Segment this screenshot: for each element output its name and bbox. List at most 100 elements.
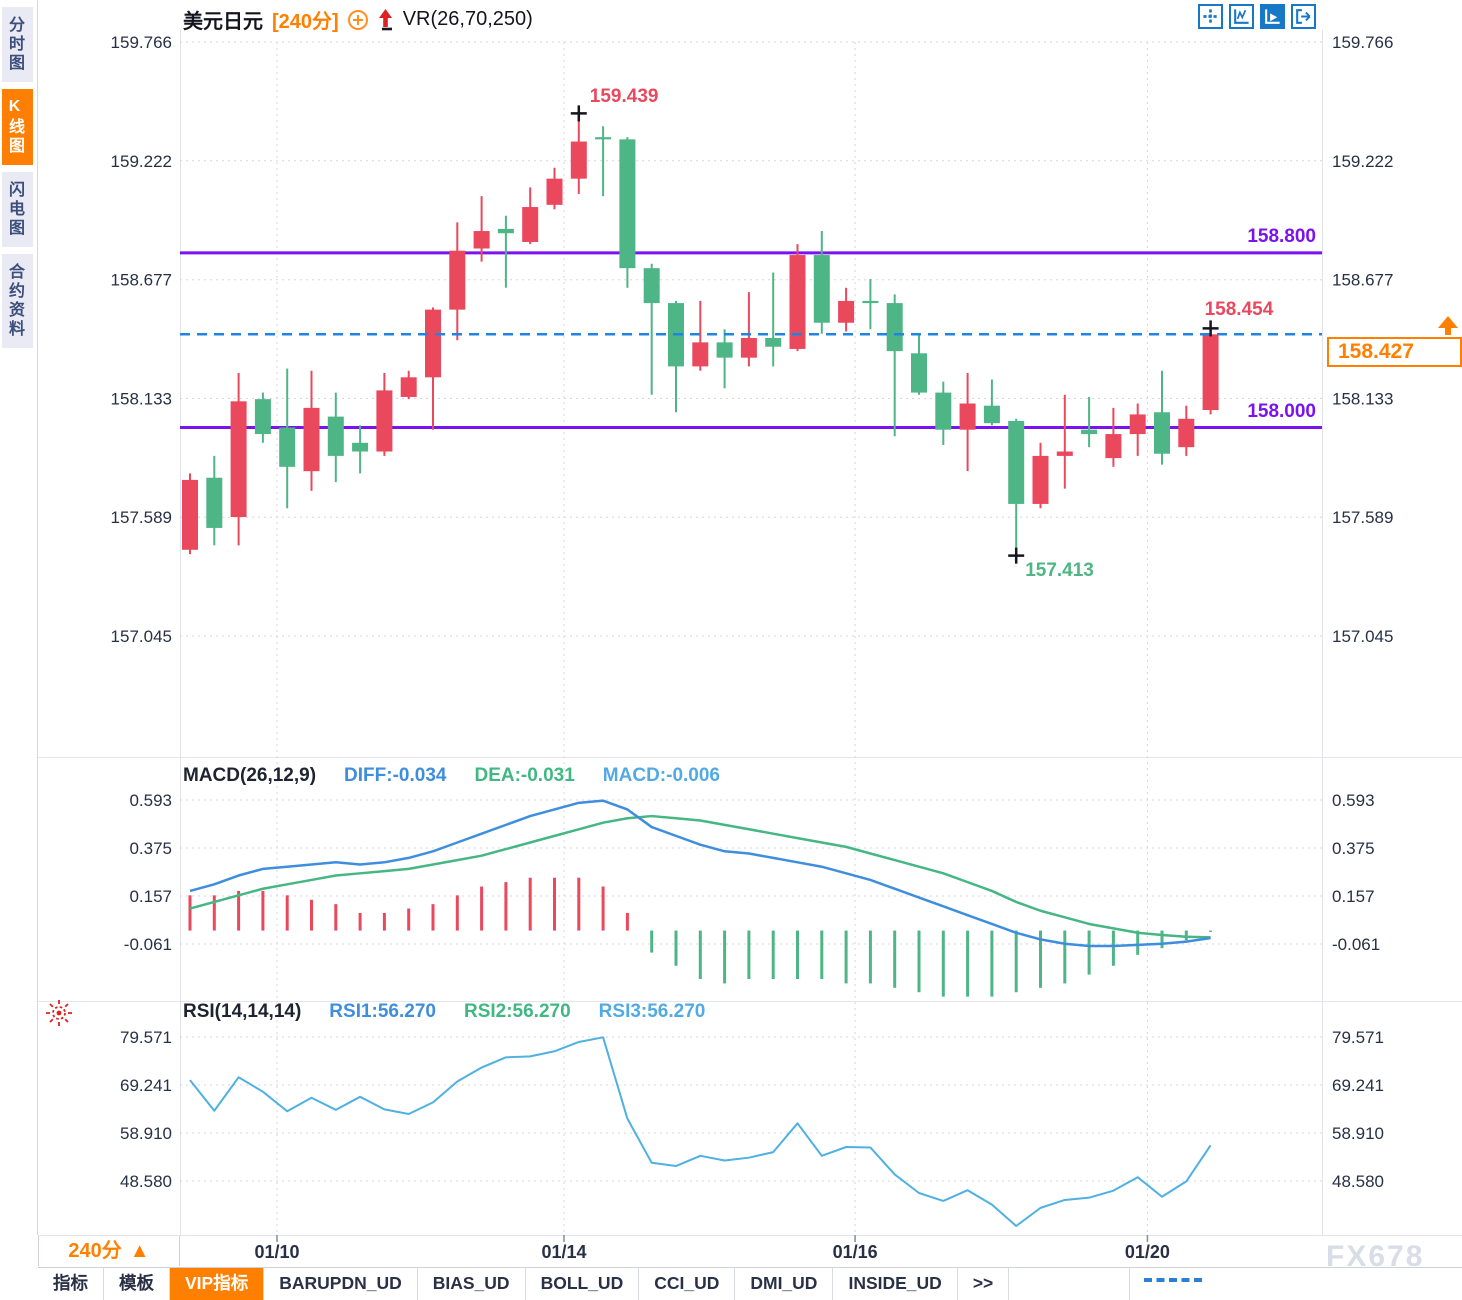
candle-body: [1129, 414, 1146, 435]
left-sidebar: 分时图 K线图闪电图合约资料: [0, 0, 38, 1235]
candle-body: [1008, 420, 1025, 504]
bottom-tab-5[interactable]: BOLL_UD: [526, 1268, 640, 1300]
chart-header: 美元日元 [240分] VR(26,70,250): [183, 5, 533, 34]
candle-body: [473, 231, 490, 249]
axis-tick-label: 158.133: [111, 389, 172, 408]
bottom-tab-8[interactable]: INSIDE_UD: [833, 1268, 958, 1300]
candle-body: [643, 268, 660, 304]
current-price-box: 158.427: [1327, 337, 1462, 368]
timeframe-value: 240分: [68, 1240, 122, 1262]
macd-diff-line: [189, 799, 1211, 948]
exit-right-icon[interactable]: [1291, 4, 1316, 29]
bottom-tab-4[interactable]: BIAS_UD: [418, 1268, 526, 1300]
axis-tick-label: 159.766: [111, 33, 172, 52]
axis-tick-label: 159.766: [1332, 33, 1393, 52]
macd-dea-line: [189, 814, 1211, 939]
chart-toolbar: [1198, 4, 1316, 29]
rsi1-value: RSI1:56.270: [329, 1001, 436, 1022]
bottom-tab-0[interactable]: 指标: [38, 1268, 104, 1300]
sidebar-tab-2[interactable]: 闪电图: [2, 172, 33, 247]
candle-body: [230, 401, 247, 518]
axis-tick-label: 0.375: [129, 839, 172, 858]
bottom-tab-7[interactable]: DMI_UD: [735, 1268, 834, 1300]
axis-tick-label: 159.222: [111, 152, 172, 171]
axis-tick-label: 158.677: [1332, 271, 1393, 290]
axis-tick-label: 0.157: [1332, 887, 1375, 906]
candle-body: [983, 405, 1000, 424]
axis-tick-label: 01/14: [541, 1242, 586, 1262]
candle-body: [449, 250, 466, 310]
candle-body: [182, 479, 198, 550]
candle-body: [400, 377, 417, 397]
sun-icon[interactable]: [44, 998, 74, 1033]
symbol-title: 美元日元: [183, 11, 263, 33]
sidebar-tab-1[interactable]: K线图: [2, 89, 33, 165]
axis-tick-label: 01/10: [254, 1242, 299, 1262]
candle-body: [838, 300, 855, 323]
candle-body: [327, 416, 344, 456]
candle-body: [959, 403, 976, 430]
macd-diff-value: DIFF:-0.034: [344, 765, 447, 786]
axis-play-icon[interactable]: [1260, 4, 1285, 29]
candle-body: [1154, 412, 1170, 454]
candle-body: [1105, 434, 1122, 459]
candle-body: [1056, 451, 1073, 456]
axis-tick-label: 158.677: [111, 271, 172, 290]
axis-tick-label: 79.571: [120, 1028, 172, 1047]
rsi-line: [189, 1036, 1212, 1227]
axis-tick-label: 01/20: [1125, 1242, 1170, 1262]
bottom-tab-2[interactable]: VIP指标: [170, 1268, 265, 1300]
high-price-label: 159.439: [589, 86, 659, 108]
candle-body: [789, 255, 806, 349]
axis-tick-label: 157.045: [111, 627, 172, 646]
candle-body: [206, 477, 223, 528]
axis-tick-label: 58.910: [120, 1124, 172, 1143]
candle-body: [1081, 429, 1098, 435]
tab-filler: [1009, 1268, 1131, 1300]
circle-plus-icon[interactable]: [347, 9, 368, 30]
bottom-tab-9[interactable]: >>: [958, 1268, 1010, 1300]
axis-tick-label: 0.593: [1332, 791, 1375, 810]
bottom-tab-3[interactable]: BARUPDN_UD: [264, 1268, 418, 1300]
axis-tick-label: 157.589: [111, 508, 172, 527]
axis-tick-label: 79.571: [1332, 1028, 1384, 1047]
pager-dashes-icon[interactable]: [1144, 1278, 1202, 1282]
axis-tick-label: 0.593: [129, 791, 172, 810]
timeframe-label[interactable]: [240分]: [272, 11, 339, 33]
candle-body: [692, 342, 709, 367]
candle-body: [716, 342, 733, 358]
macd-legend: MACD(26,12,9) DIFF:-0.034 DEA:-0.031 MAC…: [183, 765, 720, 787]
axis-scale-icon[interactable]: [1229, 4, 1254, 29]
vr-indicator-label: VR(26,70,250): [402, 8, 533, 30]
sidebar-tab-3[interactable]: 合约资料: [2, 254, 33, 348]
candle-body: [522, 207, 539, 242]
candle-body: [765, 338, 782, 347]
axis-tick-label: 69.241: [120, 1076, 172, 1095]
rsi-title: RSI(14,14,14): [183, 1001, 302, 1022]
macd-dea-value: DEA:-0.031: [474, 765, 575, 786]
candle-body: [570, 141, 587, 179]
axis-tick-label: 158.133: [1332, 389, 1393, 408]
axis-tick-label: 0.157: [129, 887, 172, 906]
macd-macd-value: MACD:-0.006: [602, 765, 720, 786]
chevron-up-icon: ▲: [129, 1240, 150, 1262]
price-up-arrow-icon: [1438, 316, 1458, 336]
bottom-tab-6[interactable]: CCI_UD: [639, 1268, 736, 1300]
axis-tick-label: -0.061: [124, 935, 172, 954]
timeframe-selector[interactable]: 240分 ▲: [38, 1236, 180, 1266]
candle-body: [303, 407, 320, 472]
candle-body: [546, 178, 563, 205]
bottom-tab-1[interactable]: 模板: [104, 1268, 170, 1300]
candle-body: [886, 303, 903, 352]
axis-tick-label: 01/16: [833, 1242, 878, 1262]
candle-body: [595, 137, 612, 140]
candle-body: [740, 338, 757, 358]
candle-body: [497, 228, 514, 234]
sidebar-tab-0[interactable]: 分时图: [2, 7, 33, 82]
candle-body: [1178, 418, 1195, 448]
candle-body: [352, 442, 369, 452]
move-crosshair-icon[interactable]: [1198, 4, 1223, 29]
watermark: FX678: [1326, 1240, 1425, 1273]
candle-body: [376, 390, 393, 452]
